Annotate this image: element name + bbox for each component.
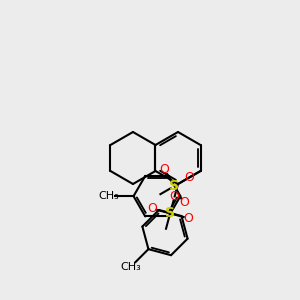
Text: O: O bbox=[170, 190, 180, 203]
Text: O: O bbox=[147, 202, 157, 215]
Text: O: O bbox=[179, 196, 189, 209]
Text: S: S bbox=[165, 206, 175, 220]
Text: O: O bbox=[160, 163, 170, 176]
Text: O: O bbox=[184, 212, 194, 225]
Text: CH₃: CH₃ bbox=[120, 262, 141, 272]
Text: S: S bbox=[169, 179, 179, 193]
Text: CH₃: CH₃ bbox=[98, 191, 119, 201]
Text: O: O bbox=[184, 171, 194, 184]
